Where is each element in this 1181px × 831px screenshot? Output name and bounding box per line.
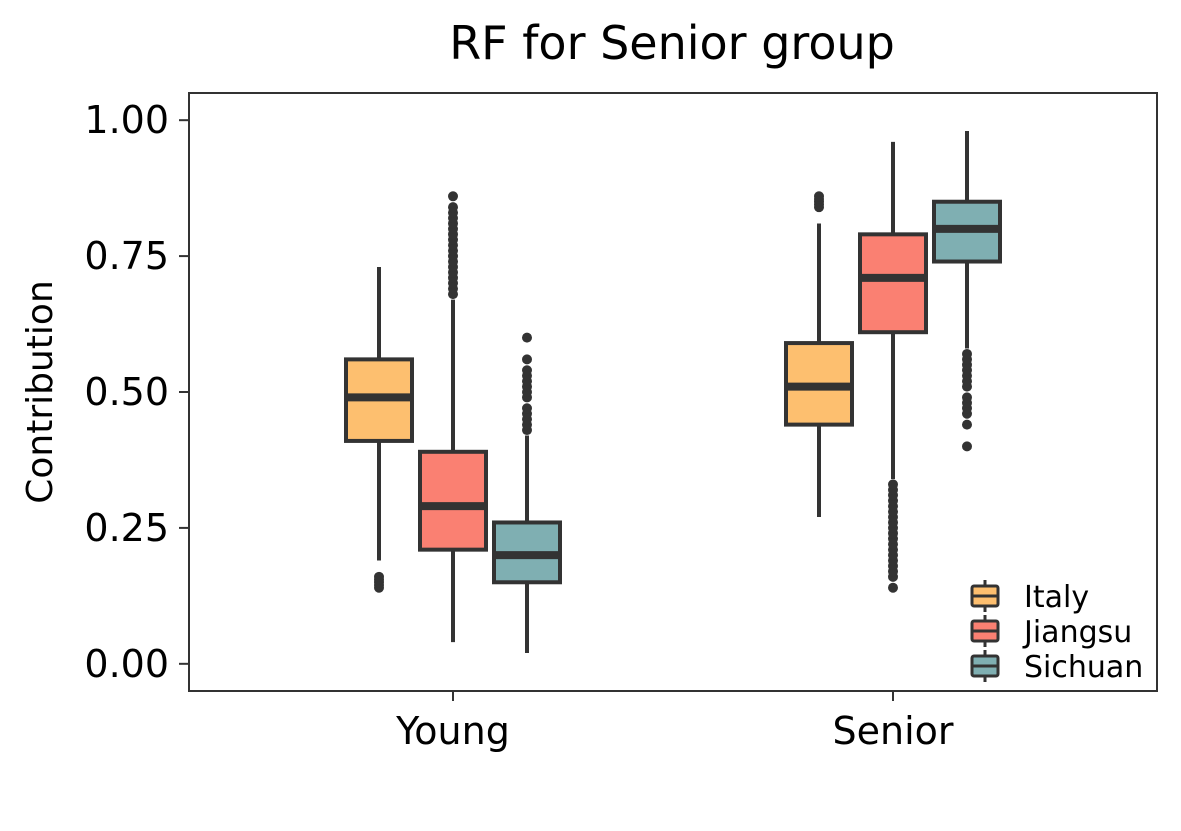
- box-jiangsu-young: [418, 191, 488, 643]
- outlier-point: [814, 191, 824, 202]
- legend-item-sichuan: Sichuan: [970, 650, 1143, 685]
- outlier-point: [962, 419, 972, 430]
- x-tick-label: Senior: [832, 709, 953, 753]
- y-tick-label: 0.50: [84, 370, 169, 414]
- outlier-point: [374, 571, 384, 582]
- x-axis: Young Senior: [395, 691, 954, 753]
- box-italy-senior: [784, 191, 854, 518]
- y-tick-label: 0.25: [84, 506, 169, 550]
- y-tick-label: 0.00: [84, 642, 169, 686]
- box-sichuan-young: [492, 332, 562, 653]
- box-jiangsu-senior: [858, 141, 928, 593]
- outlier-point: [522, 332, 532, 343]
- box-italy-young: [344, 266, 414, 593]
- box-group: [344, 131, 1002, 653]
- y-tick-label: 0.75: [84, 234, 169, 278]
- outlier-point: [962, 441, 972, 452]
- legend-label: Sichuan: [1024, 650, 1143, 685]
- outlier-point: [448, 202, 458, 213]
- chart-title: RF for Senior group: [449, 16, 895, 70]
- box-sichuan-senior: [932, 131, 1002, 452]
- outlier-point: [888, 479, 898, 490]
- legend-label: Jiangsu: [1022, 615, 1132, 650]
- outlier-point: [962, 392, 972, 403]
- y-axis-title: Contribution: [20, 280, 61, 504]
- plot-panel: [188, 92, 1158, 692]
- outlier-point: [522, 403, 532, 414]
- outlier-point: [962, 348, 972, 359]
- x-tick-label: Young: [395, 709, 510, 753]
- outlier-point: [448, 191, 458, 202]
- outlier-point: [522, 354, 532, 365]
- y-tick-label: 1.00: [84, 98, 169, 142]
- y-axis: 0.00 0.25 0.50 0.75 1.00: [84, 98, 189, 686]
- box-body: [858, 232, 928, 335]
- legend-item-jiangsu: Jiangsu: [970, 615, 1132, 650]
- legend-label: Italy: [1024, 580, 1089, 615]
- outlier-point: [888, 582, 898, 593]
- legend-item-italy: Italy: [970, 580, 1089, 615]
- outlier-point: [522, 365, 532, 376]
- box-body: [418, 449, 488, 552]
